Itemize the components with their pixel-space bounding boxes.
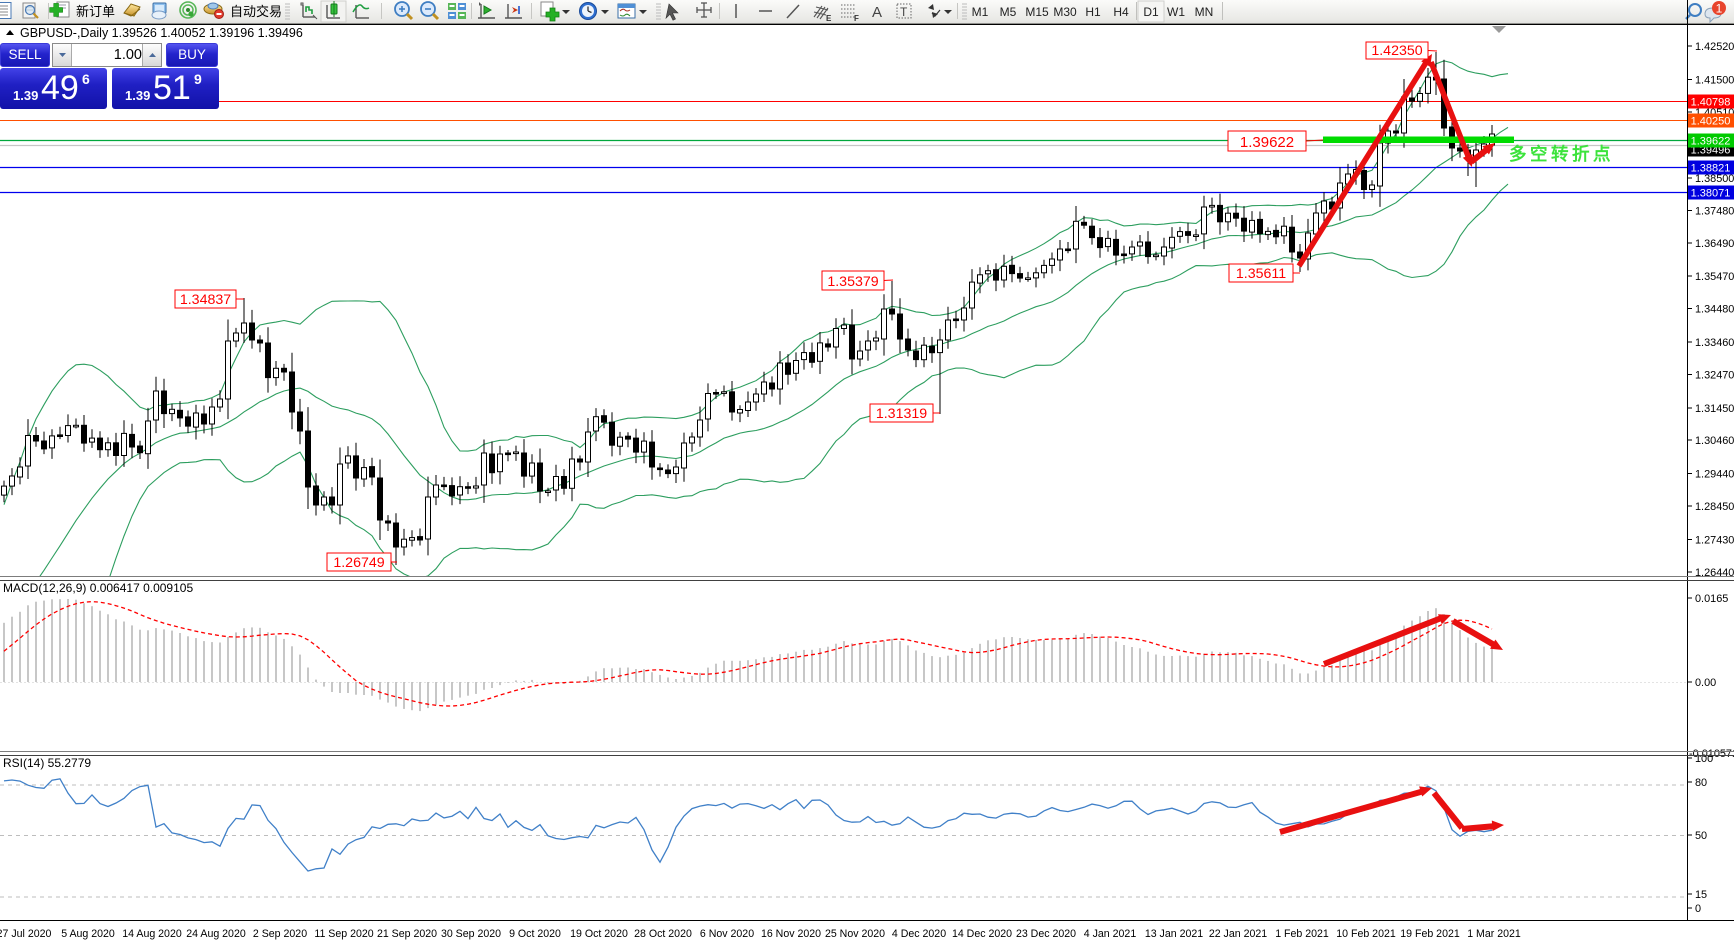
svg-text:MN: MN bbox=[1195, 5, 1214, 19]
svg-text:1.38500: 1.38500 bbox=[1695, 173, 1734, 185]
svg-text:M1: M1 bbox=[972, 5, 989, 19]
svg-text:E: E bbox=[826, 14, 832, 23]
svg-text:4 Jan 2021: 4 Jan 2021 bbox=[1084, 928, 1137, 940]
svg-text:1.26749: 1.26749 bbox=[333, 555, 384, 571]
svg-text:23 Dec 2020: 23 Dec 2020 bbox=[1016, 928, 1076, 940]
svg-text:5 Aug 2020: 5 Aug 2020 bbox=[61, 928, 115, 940]
svg-text:1.31450: 1.31450 bbox=[1695, 403, 1734, 415]
svg-text:MACD(12,26,9) 0.006417 0.00910: MACD(12,26,9) 0.006417 0.009105 bbox=[3, 581, 193, 595]
svg-text:T: T bbox=[900, 5, 908, 19]
svg-text:1.38071: 1.38071 bbox=[1691, 188, 1731, 200]
svg-text:1.37480: 1.37480 bbox=[1695, 206, 1734, 218]
svg-text:1.35611: 1.35611 bbox=[1236, 266, 1286, 282]
svg-text:9 Oct 2020: 9 Oct 2020 bbox=[509, 928, 561, 940]
svg-text:1.38821: 1.38821 bbox=[1691, 163, 1731, 175]
svg-text:11 Sep 2020: 11 Sep 2020 bbox=[314, 928, 373, 940]
svg-text:H1: H1 bbox=[1085, 5, 1101, 19]
svg-text:1.40250: 1.40250 bbox=[1691, 116, 1731, 128]
svg-text:6 Nov 2020: 6 Nov 2020 bbox=[700, 928, 754, 940]
svg-text:13 Jan 2021: 13 Jan 2021 bbox=[1145, 928, 1203, 940]
svg-text:14 Aug 2020: 14 Aug 2020 bbox=[122, 928, 182, 940]
svg-text:1: 1 bbox=[1716, 2, 1723, 16]
svg-text:1.26440: 1.26440 bbox=[1695, 567, 1734, 579]
svg-text:19 Oct 2020: 19 Oct 2020 bbox=[570, 928, 628, 940]
svg-text:M30: M30 bbox=[1053, 5, 1077, 19]
svg-text:A: A bbox=[872, 4, 882, 21]
svg-text:21 Sep 2020: 21 Sep 2020 bbox=[377, 928, 437, 940]
svg-text:F: F bbox=[854, 14, 859, 23]
svg-text:1.30460: 1.30460 bbox=[1695, 435, 1734, 447]
svg-text:1.36490: 1.36490 bbox=[1695, 238, 1734, 250]
svg-text:24 Aug 2020: 24 Aug 2020 bbox=[186, 928, 246, 940]
svg-text:1.40798: 1.40798 bbox=[1691, 97, 1731, 109]
svg-text:22 Jan 2021: 22 Jan 2021 bbox=[1209, 928, 1267, 940]
svg-text:1.39622: 1.39622 bbox=[1691, 136, 1731, 148]
svg-text:4 Dec 2020: 4 Dec 2020 bbox=[892, 928, 946, 940]
svg-text:1.35470: 1.35470 bbox=[1695, 271, 1734, 283]
svg-text:1.33460: 1.33460 bbox=[1695, 337, 1734, 349]
svg-text:RSI(14) 55.2779: RSI(14) 55.2779 bbox=[3, 756, 91, 770]
svg-text:M15: M15 bbox=[1025, 5, 1049, 19]
svg-text:50: 50 bbox=[1695, 830, 1707, 842]
svg-text:1.35379: 1.35379 bbox=[827, 274, 878, 290]
svg-text:2 Sep 2020: 2 Sep 2020 bbox=[253, 928, 307, 940]
svg-text:100: 100 bbox=[1695, 753, 1713, 765]
svg-text:M5: M5 bbox=[1000, 5, 1017, 19]
svg-text:1.28450: 1.28450 bbox=[1695, 501, 1734, 513]
svg-text:1.39622: 1.39622 bbox=[1240, 134, 1294, 151]
svg-text:新订单: 新订单 bbox=[76, 4, 115, 19]
svg-text:多空转折点: 多空转折点 bbox=[1509, 144, 1614, 164]
svg-text:14 Dec 2020: 14 Dec 2020 bbox=[952, 928, 1012, 940]
svg-text:1.32470: 1.32470 bbox=[1695, 370, 1734, 382]
svg-text:28 Oct 2020: 28 Oct 2020 bbox=[634, 928, 692, 940]
svg-text:1 Feb 2021: 1 Feb 2021 bbox=[1275, 928, 1329, 940]
svg-text:1.42520: 1.42520 bbox=[1695, 41, 1734, 53]
svg-text:1.27430: 1.27430 bbox=[1695, 535, 1734, 547]
svg-text:15: 15 bbox=[1695, 889, 1707, 901]
svg-text:1.42350: 1.42350 bbox=[1371, 43, 1422, 59]
svg-text:自动交易: 自动交易 bbox=[230, 4, 282, 19]
svg-text:0: 0 bbox=[1695, 903, 1701, 915]
svg-text:1.31319: 1.31319 bbox=[876, 406, 927, 422]
svg-text:0.00: 0.00 bbox=[1695, 677, 1716, 689]
svg-text:25 Nov 2020: 25 Nov 2020 bbox=[825, 928, 885, 940]
svg-text:GBPUSD-,Daily 1.39526 1.40052: GBPUSD-,Daily 1.39526 1.40052 1.39196 1.… bbox=[20, 26, 303, 40]
svg-text:16 Nov 2020: 16 Nov 2020 bbox=[761, 928, 821, 940]
svg-text:10 Feb 2021: 10 Feb 2021 bbox=[1336, 928, 1396, 940]
svg-text:1.29440: 1.29440 bbox=[1695, 469, 1734, 481]
svg-text:H4: H4 bbox=[1113, 5, 1129, 19]
svg-text:27 Jul 2020: 27 Jul 2020 bbox=[0, 928, 51, 940]
svg-text:1.34480: 1.34480 bbox=[1695, 304, 1734, 316]
svg-text:D1: D1 bbox=[1143, 5, 1159, 19]
svg-text:W1: W1 bbox=[1167, 5, 1185, 19]
svg-text:80: 80 bbox=[1695, 777, 1707, 789]
svg-text:30 Sep 2020: 30 Sep 2020 bbox=[441, 928, 501, 940]
svg-text:1 Mar 2021: 1 Mar 2021 bbox=[1467, 928, 1521, 940]
svg-text:0.0165: 0.0165 bbox=[1695, 593, 1728, 605]
svg-text:19 Feb 2021: 19 Feb 2021 bbox=[1400, 928, 1460, 940]
svg-text:1.41500: 1.41500 bbox=[1695, 75, 1734, 87]
svg-text:1.34837: 1.34837 bbox=[180, 292, 231, 308]
